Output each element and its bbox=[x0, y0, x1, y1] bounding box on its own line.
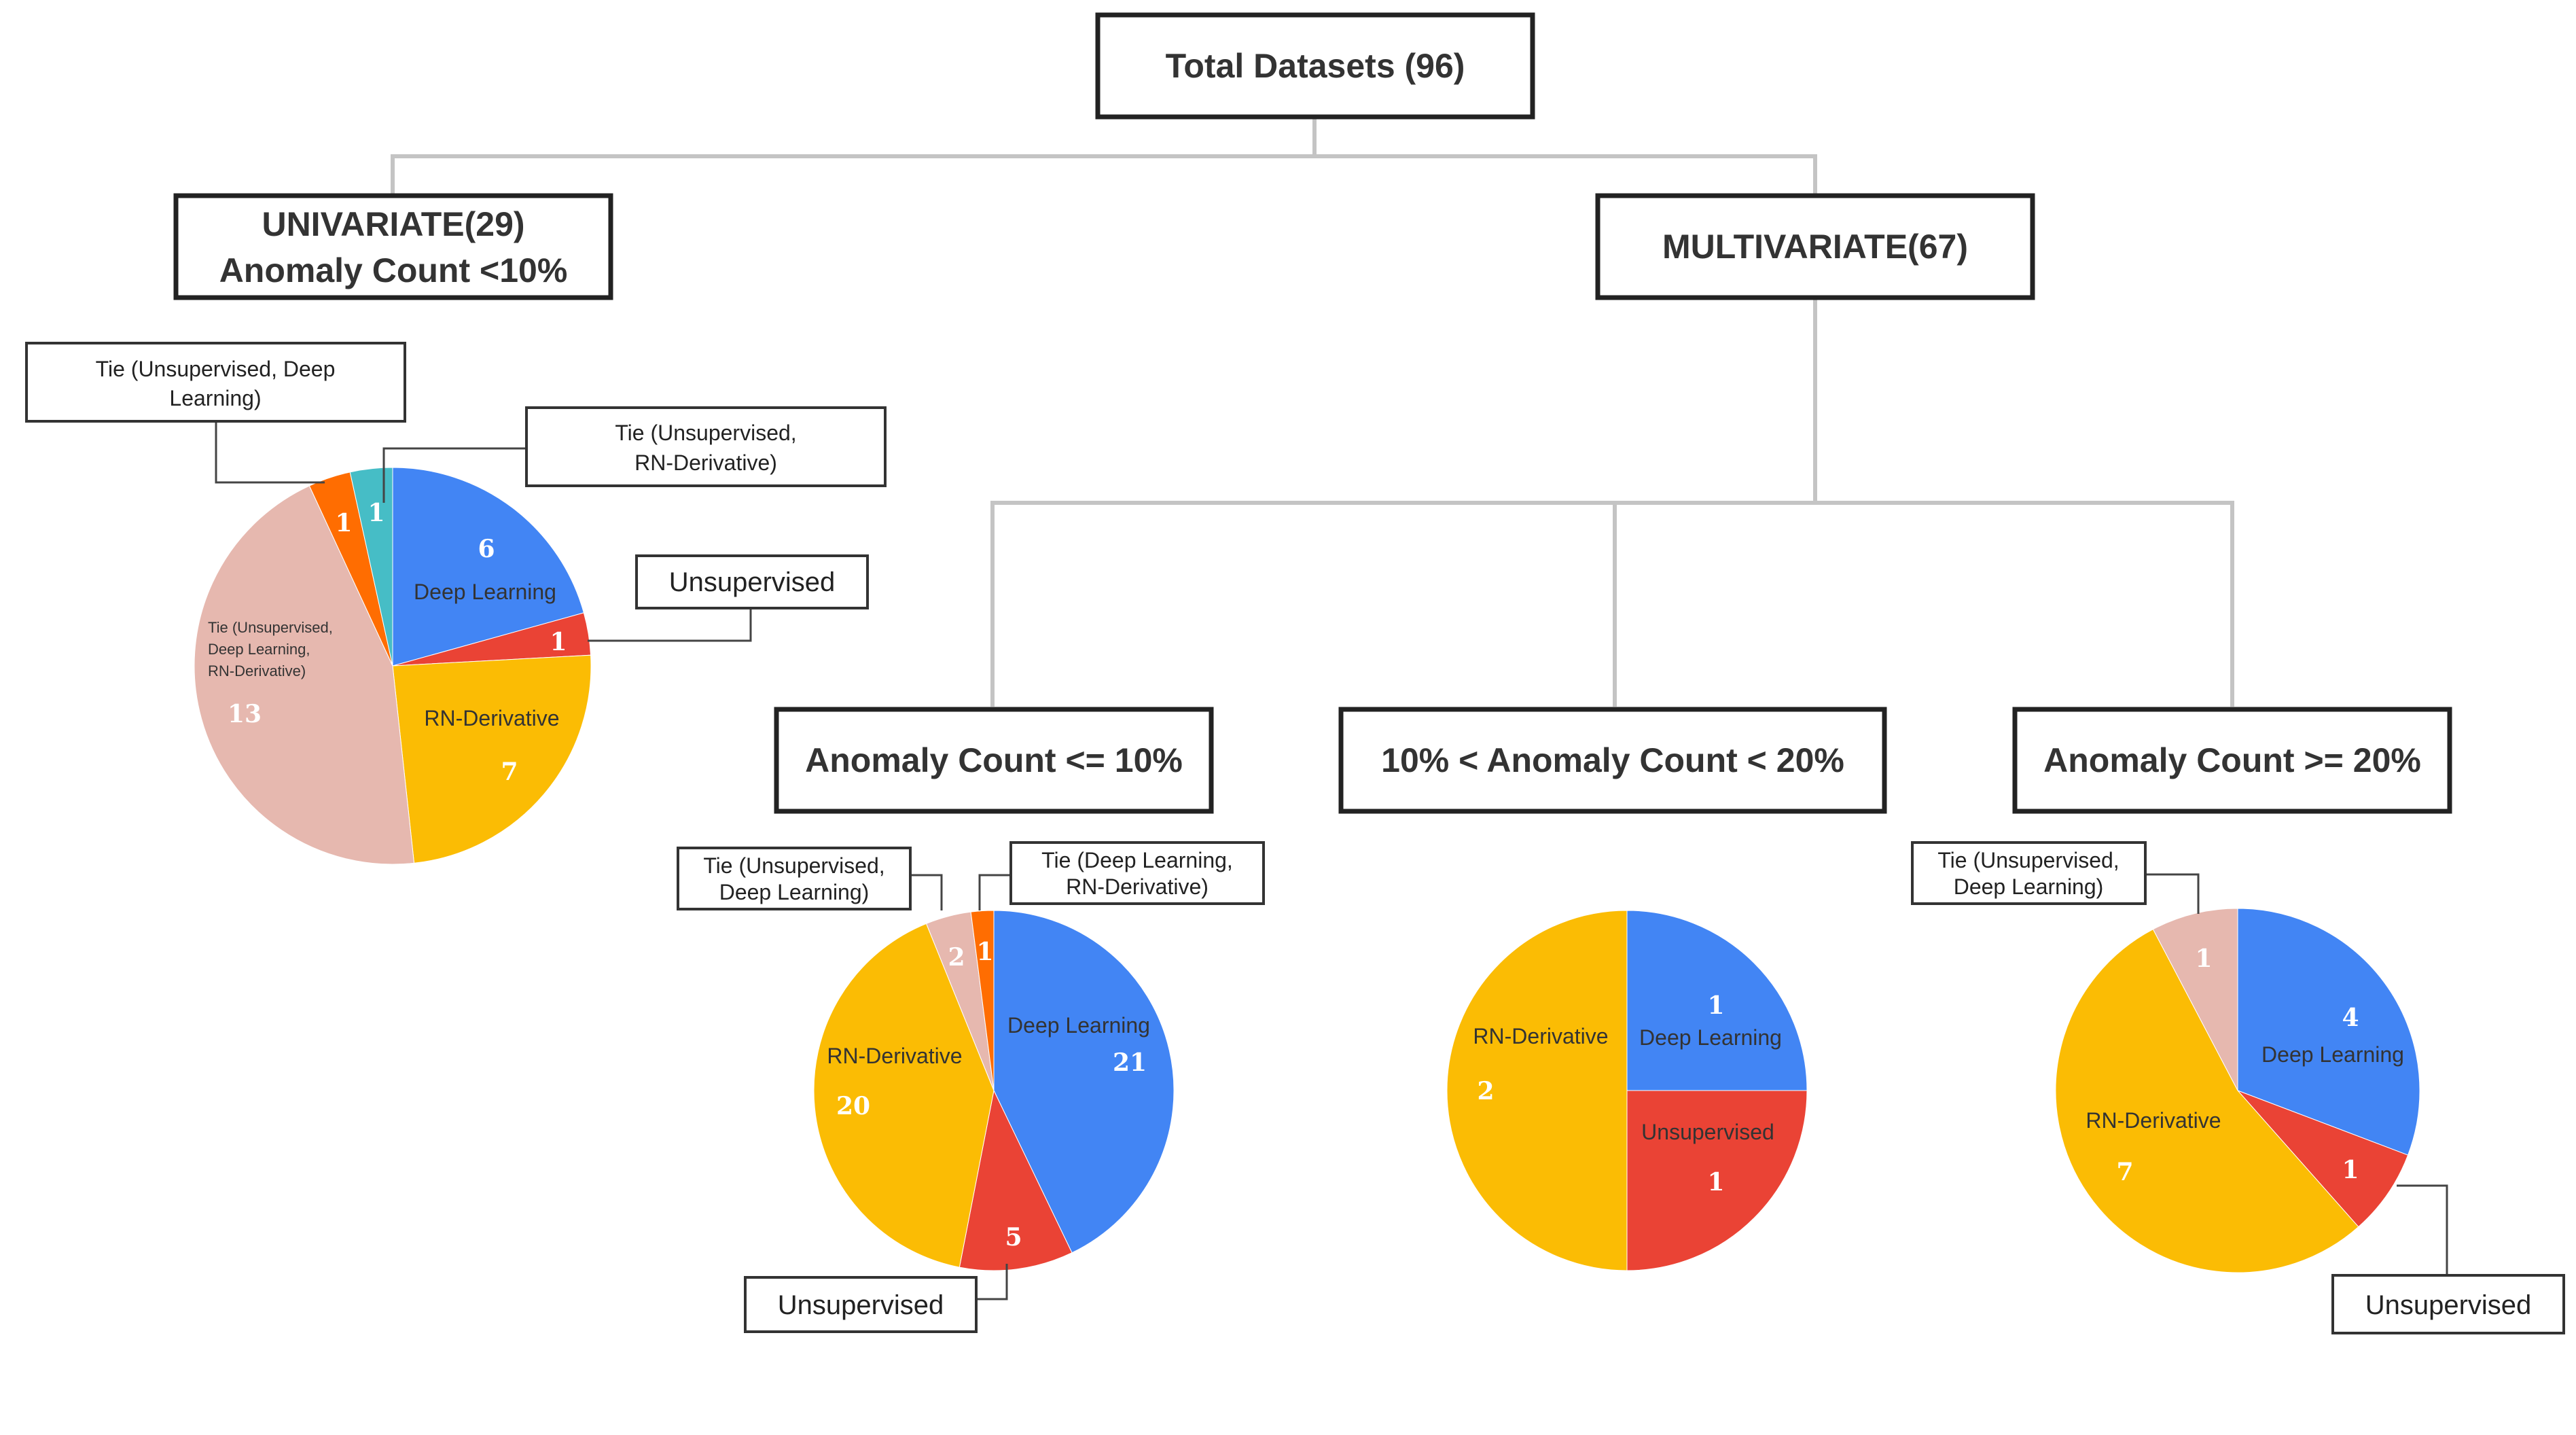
node-univariate-line1: UNIVARIATE(29) bbox=[262, 205, 524, 243]
pie-3-slice-unsupervised bbox=[2237, 1090, 2409, 1228]
leader-high-tie-unsup-deep bbox=[2145, 873, 2200, 914]
callout-high-tie-unsup-deep-line1: Tie (Unsupervised, bbox=[1937, 848, 2119, 872]
uni-count-rn-derivative: 7 bbox=[501, 758, 518, 786]
node-multi-high-label: Anomaly Count >= 20% bbox=[2043, 741, 2421, 779]
pie-multi-high-labels: 4 Deep Learning 1 RN-Derivative 7 1 bbox=[2086, 944, 2404, 1186]
leader-high-unsupervised bbox=[2397, 1184, 2448, 1275]
callout-uni-tie-unsup-rn-line2: RN-Derivative) bbox=[634, 450, 777, 475]
callout-high-unsupervised: Unsupervised bbox=[2331, 1274, 2565, 1334]
uni-label-deep-learning: Deep Learning bbox=[414, 580, 556, 604]
low-label-rn-derivative: RN-Derivative bbox=[827, 1044, 962, 1068]
pie-multi-mid bbox=[1446, 910, 1808, 1271]
node-root: Total Datasets (96) bbox=[1095, 12, 1535, 120]
callout-uni-unsupervised: Unsupervised bbox=[635, 554, 869, 609]
pie-1-slice-tie-deep-learning-rn-derivative bbox=[970, 910, 995, 1091]
pie-2-slice-rn-derivative bbox=[1446, 910, 1628, 1271]
callout-uni-tie-unsup-rn-line1: Tie (Unsupervised, bbox=[615, 421, 796, 445]
pie-univariate-labels: 6 Deep Learning 1 RN-Derivative 7 Tie (U… bbox=[208, 499, 567, 786]
callout-low-tie-deep-rn-line2: RN-Derivative) bbox=[1066, 874, 1209, 899]
callout-low-tie-unsup-deep-line1: Tie (Unsupervised, bbox=[703, 853, 884, 878]
low-count-tie-unsup-deep: 2 bbox=[948, 943, 965, 972]
low-count-deep-learning: 21 bbox=[1113, 1048, 1147, 1077]
node-multi-mid: 10% < Anomaly Count < 20% bbox=[1338, 707, 1887, 814]
pie-1-slice-deep-learning bbox=[993, 910, 1175, 1254]
pie-0-slice-tie-unsupervised-deep-learning-rn-derivative bbox=[194, 485, 415, 865]
leader-low-tie-deep-rn bbox=[978, 874, 1011, 910]
leader-uni-tie-unsup-deep bbox=[215, 421, 325, 484]
pie-multi-high bbox=[2055, 908, 2420, 1273]
node-univariate-line2: Anomaly Count <10% bbox=[219, 251, 568, 289]
callout-high-tie-unsup-deep-line2: Deep Learning) bbox=[1954, 874, 2104, 899]
mid-label-unsupervised: Unsupervised bbox=[1641, 1120, 1774, 1144]
callout-uni-tie-unsup-deep: Tie (Unsupervised, Deep Learning) bbox=[25, 342, 406, 423]
high-label-rn-derivative: RN-Derivative bbox=[2086, 1108, 2221, 1133]
node-multi-low-label: Anomaly Count <= 10% bbox=[805, 741, 1183, 779]
low-label-deep-learning: Deep Learning bbox=[1007, 1013, 1150, 1038]
callout-uni-tie-unsup-deep-line2: Learning) bbox=[169, 386, 261, 410]
pie-multi-low bbox=[813, 910, 1175, 1271]
node-multivariate-label: MULTIVARIATE(67) bbox=[1662, 228, 1968, 266]
callout-low-unsupervised-label: Unsupervised bbox=[778, 1290, 944, 1320]
node-multivariate: MULTIVARIATE(67) bbox=[1595, 193, 2035, 300]
uni-label-tie-all-line1: Tie (Unsupervised, bbox=[208, 619, 333, 636]
callout-low-tie-deep-rn: Tie (Deep Learning, RN-Derivative) bbox=[1009, 841, 1265, 905]
callout-uni-tie-unsup-rn: Tie (Unsupervised, RN-Derivative) bbox=[525, 406, 887, 487]
low-count-unsupervised: 5 bbox=[1005, 1223, 1022, 1252]
low-count-tie-deep-rn: 1 bbox=[976, 938, 993, 966]
connector-multivariate-bar bbox=[990, 501, 2234, 707]
uni-label-rn-derivative: RN-Derivative bbox=[424, 706, 559, 730]
leader-uni-tie-unsup-rn bbox=[382, 447, 526, 503]
pie-0-slice-deep-learning bbox=[392, 467, 584, 667]
pie-2-slice-unsupervised bbox=[1626, 1090, 1808, 1271]
high-count-rn-derivative: 7 bbox=[2116, 1158, 2133, 1186]
node-multi-mid-label: 10% < Anomaly Count < 20% bbox=[1381, 741, 1844, 779]
pie-1-slice-unsupervised bbox=[959, 1089, 1073, 1271]
mid-label-deep-learning: Deep Learning bbox=[1639, 1025, 1782, 1050]
pie-3-slice-tie-unsupervised-deep-learning bbox=[2152, 908, 2238, 1091]
mid-label-rn-derivative: RN-Derivative bbox=[1473, 1024, 1608, 1048]
uni-label-tie-all-line2: Deep Learning, bbox=[208, 641, 310, 658]
pie-0-slice-tie-unsupervised-rn-derivative bbox=[349, 467, 393, 667]
pie-3-slice-rn-derivative bbox=[2055, 929, 2359, 1273]
node-multi-low: Anomaly Count <= 10% bbox=[774, 707, 1214, 814]
pie-0-slice-rn-derivative bbox=[392, 654, 592, 864]
callout-low-unsupervised: Unsupervised bbox=[744, 1276, 978, 1333]
node-univariate: UNIVARIATE(29) Anomaly Count <10% bbox=[173, 193, 613, 300]
high-count-unsupervised: 1 bbox=[2342, 1156, 2359, 1184]
pie-univariate bbox=[194, 467, 592, 865]
node-root-label: Total Datasets (96) bbox=[1166, 47, 1465, 85]
leader-uni-unsupervised bbox=[588, 608, 752, 642]
uni-count-deep-learning: 6 bbox=[478, 535, 495, 563]
uni-count-tie-unsup-rn: 1 bbox=[368, 499, 384, 527]
pie-3-slice-deep-learning bbox=[2237, 908, 2420, 1156]
callout-low-tie-deep-rn-line1: Tie (Deep Learning, bbox=[1041, 848, 1233, 872]
uni-count-tie-unsup-deep: 1 bbox=[335, 509, 352, 537]
mid-count-rn-derivative: 2 bbox=[1477, 1077, 1494, 1105]
callout-high-tie-unsup-deep: Tie (Unsupervised, Deep Learning) bbox=[1911, 841, 2147, 905]
leader-low-unsupervised bbox=[976, 1264, 1008, 1300]
high-count-deep-learning: 4 bbox=[2342, 1004, 2359, 1032]
low-count-rn-derivative: 20 bbox=[836, 1092, 870, 1120]
pie-1-slice-rn-derivative bbox=[813, 923, 995, 1268]
pie-multi-mid-labels: 1 Deep Learning Unsupervised 1 RN-Deriva… bbox=[1473, 991, 1782, 1197]
uni-label-tie-all-line3: RN-Derivative) bbox=[208, 662, 306, 679]
uni-count-unsupervised: 1 bbox=[550, 628, 567, 656]
mid-count-unsupervised: 1 bbox=[1707, 1168, 1724, 1197]
uni-count-tie-all: 13 bbox=[228, 700, 262, 728]
tree-connectors bbox=[391, 117, 2234, 707]
mid-count-deep-learning: 1 bbox=[1707, 991, 1724, 1020]
callout-low-tie-unsup-deep: Tie (Unsupervised, Deep Learning) bbox=[677, 847, 912, 910]
pie-2-slice-deep-learning bbox=[1626, 910, 1808, 1091]
node-multi-high: Anomaly Count >= 20% bbox=[2012, 707, 2452, 814]
pie-multi-low-labels: Deep Learning 21 5 RN-Derivative 20 2 1 bbox=[827, 938, 1150, 1252]
connector-top-bar bbox=[391, 154, 1817, 196]
callout-uni-unsupervised-label: Unsupervised bbox=[669, 567, 836, 597]
high-count-tie-unsup-deep: 1 bbox=[2195, 944, 2212, 973]
high-label-deep-learning: Deep Learning bbox=[2261, 1042, 2404, 1067]
callout-uni-tie-unsup-deep-line1: Tie (Unsupervised, Deep bbox=[96, 357, 336, 381]
callout-leaders bbox=[215, 421, 2448, 1300]
callout-low-tie-unsup-deep-line2: Deep Learning) bbox=[719, 880, 870, 904]
callout-high-unsupervised-label: Unsupervised bbox=[2365, 1290, 2532, 1320]
